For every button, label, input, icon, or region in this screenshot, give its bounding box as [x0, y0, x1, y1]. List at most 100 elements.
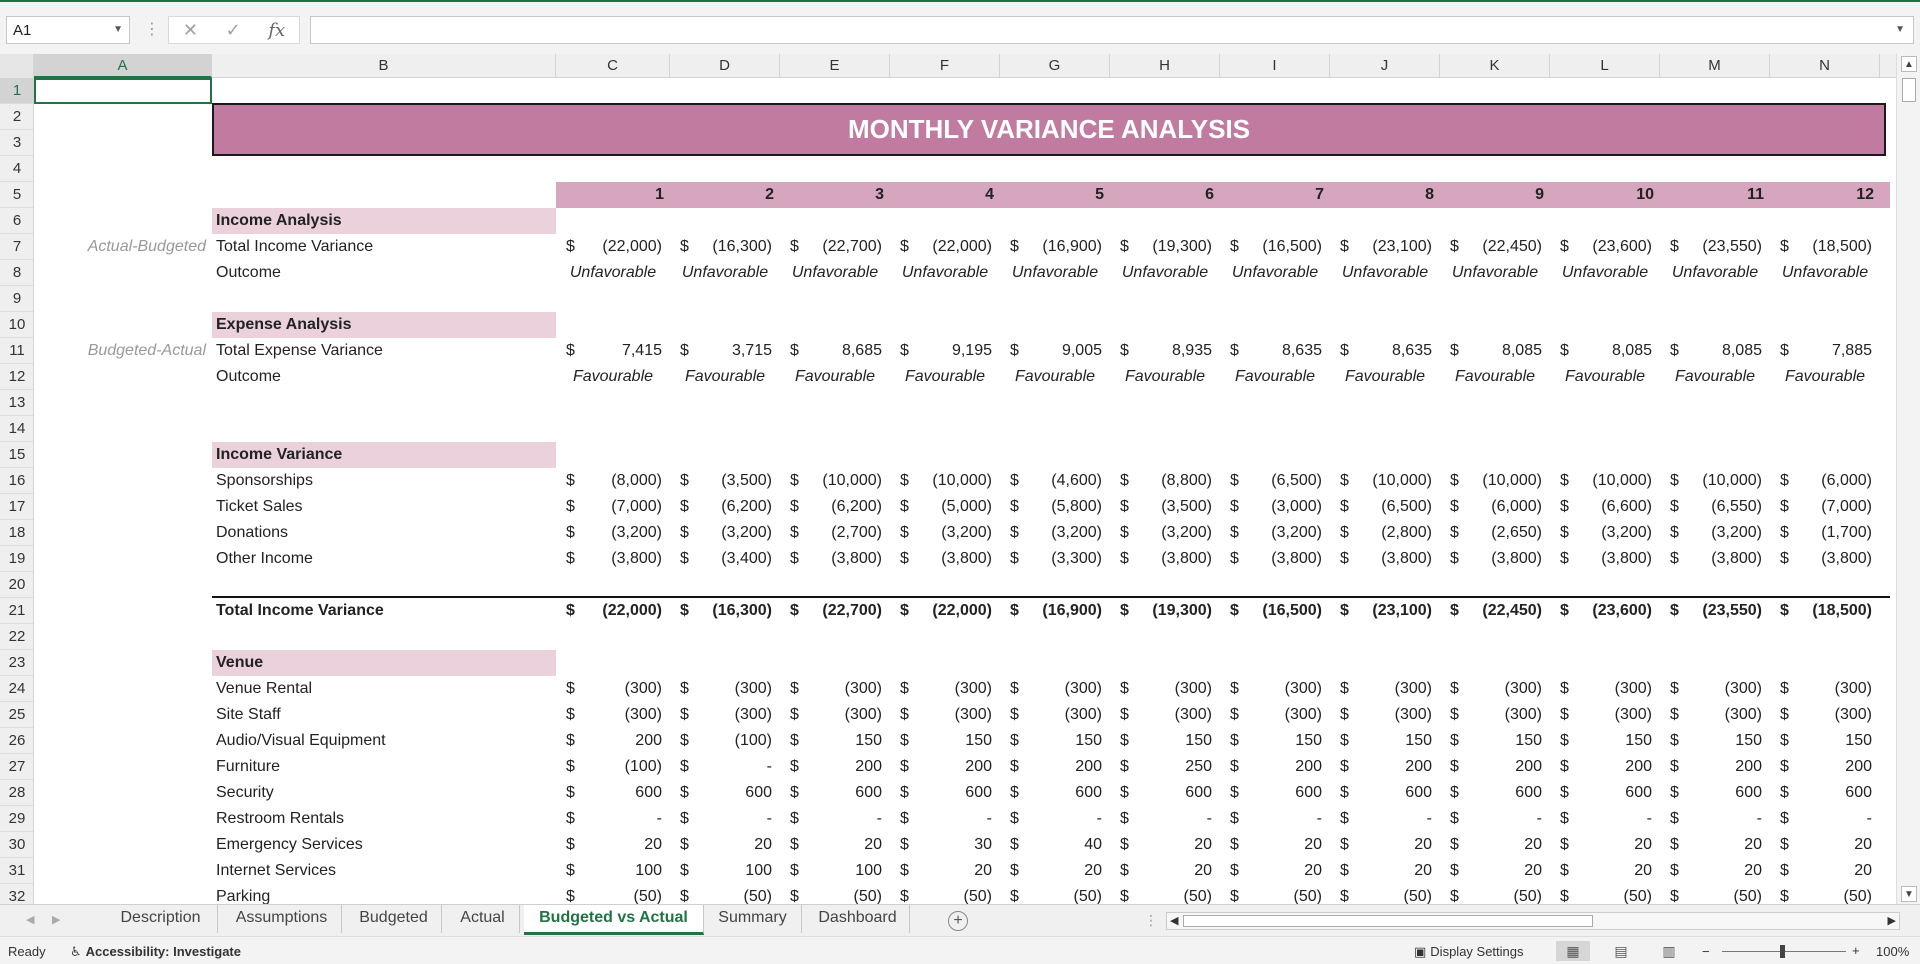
worksheet-grid[interactable]: MONTHLY VARIANCE ANALYSIS 1 2 3 4 5 6 7 8 9 10 11 1… [34, 78, 1890, 904]
display-settings-button[interactable]: ▣ Display Settings [1414, 944, 1524, 960]
row-header-19[interactable]: 19 [0, 546, 33, 572]
zoom-slider-thumb[interactable] [1780, 945, 1785, 958]
vertical-scrollbar[interactable]: ▲ ▼ [1896, 54, 1920, 906]
row-header-6[interactable]: 6 [0, 208, 33, 234]
zoom-out-icon[interactable]: − [1702, 944, 1710, 959]
scroll-left-icon[interactable]: ◀ [1170, 915, 1179, 927]
month-header: 5 [1095, 186, 1104, 203]
add-sheet-icon[interactable]: + [948, 911, 968, 931]
row-header-9[interactable]: 9 [0, 286, 33, 312]
page-break-preview-icon[interactable]: ▥ [1662, 943, 1676, 959]
column-header-g[interactable]: G [1000, 54, 1110, 78]
column-header-m[interactable]: M [1660, 54, 1770, 78]
value-cell: 8,085 [1501, 342, 1542, 359]
row-header-3[interactable]: 3 [0, 130, 33, 156]
row-header-16[interactable]: 16 [0, 468, 33, 494]
value-cell: (23,100) [1372, 238, 1432, 255]
currency-symbol: $ [900, 342, 909, 359]
row-header-27[interactable]: 27 [0, 754, 33, 780]
row-header-15[interactable]: 15 [0, 442, 33, 468]
horizontal-scrollbar[interactable]: ◀ ▶ [1166, 912, 1900, 930]
row-header-30[interactable]: 30 [0, 832, 33, 858]
scroll-right-icon[interactable]: ▶ [1887, 915, 1896, 927]
row-header-13[interactable]: 13 [0, 390, 33, 416]
row-header-25[interactable]: 25 [0, 702, 33, 728]
value-cell: (2,650) [1491, 524, 1542, 541]
select-all-corner[interactable] [0, 54, 34, 78]
currency-symbol: $ [1560, 472, 1569, 489]
horizontal-scroll-thumb[interactable] [1183, 915, 1593, 927]
row-header-2[interactable]: 2 [0, 104, 33, 130]
outcome-cell: Favourable [1454, 368, 1536, 385]
sheet-tab[interactable]: Assumptions [222, 905, 342, 933]
row-header-1[interactable]: 1 [0, 78, 33, 104]
column-header-h[interactable]: H [1110, 54, 1220, 78]
selected-cell-a1[interactable] [34, 78, 212, 104]
row-header-31[interactable]: 31 [0, 858, 33, 884]
column-header-i[interactable]: I [1220, 54, 1330, 78]
currency-symbol: $ [1670, 498, 1679, 515]
row-header-21[interactable]: 21 [0, 598, 33, 624]
vertical-scroll-thumb[interactable] [1902, 78, 1916, 102]
row-header-20[interactable]: 20 [0, 572, 33, 598]
row-header-8[interactable]: 8 [0, 260, 33, 286]
sheet-tab[interactable]: Description [104, 905, 218, 933]
row-header-5[interactable]: 5 [0, 182, 33, 208]
column-header-c[interactable]: C [556, 54, 670, 78]
row-header-17[interactable]: 17 [0, 494, 33, 520]
column-header-k[interactable]: K [1440, 54, 1550, 78]
row-header-29[interactable]: 29 [0, 806, 33, 832]
row-header-28[interactable]: 28 [0, 780, 33, 806]
sheet-tab[interactable]: Summary [704, 905, 802, 933]
accessibility-status[interactable]: ♿ Accessibility: Investigate [70, 944, 241, 960]
zoom-level[interactable]: 100% [1876, 944, 1910, 959]
cancel-icon[interactable]: ✕ [182, 19, 198, 40]
column-header-n[interactable]: N [1770, 54, 1880, 78]
value-cell: 20 [1854, 862, 1872, 879]
normal-view-icon[interactable]: ▦ [1556, 941, 1590, 961]
row-header-26[interactable]: 26 [0, 728, 33, 754]
scroll-up-icon[interactable]: ▲ [1901, 56, 1917, 72]
insert-function-icon[interactable]: fx [268, 19, 286, 41]
column-header-a[interactable]: A [34, 54, 212, 78]
enter-icon[interactable]: ✓ [225, 19, 241, 40]
row-header-7[interactable]: 7 [0, 234, 33, 260]
sheet-tab[interactable]: Budgeted vs Actual [524, 905, 704, 935]
tab-splitter-icon[interactable]: ⋮ [1144, 912, 1158, 928]
currency-symbol: $ [1450, 550, 1459, 567]
row-header-23[interactable]: 23 [0, 650, 33, 676]
next-sheet-icon[interactable]: ▶ [52, 914, 61, 926]
row-header-32[interactable]: 32 [0, 884, 33, 904]
column-header-l[interactable]: L [1550, 54, 1660, 78]
value-cell: (300) [954, 706, 992, 723]
row-header-14[interactable]: 14 [0, 416, 33, 442]
display-icon: ▣ [1414, 944, 1427, 959]
row-header-11[interactable]: 11 [0, 338, 33, 364]
column-header-j[interactable]: J [1330, 54, 1440, 78]
row-header-24[interactable]: 24 [0, 676, 33, 702]
currency-symbol: $ [1340, 706, 1349, 723]
expand-formula-icon[interactable]: ▼ [1895, 24, 1905, 35]
sheet-tab[interactable]: Dashboard [806, 905, 910, 933]
page-layout-icon[interactable]: ▤ [1614, 943, 1628, 959]
column-header-f[interactable]: F [890, 54, 1000, 78]
scroll-down-icon[interactable]: ▼ [1901, 886, 1917, 902]
row-header-12[interactable]: 12 [0, 364, 33, 390]
currency-symbol: $ [566, 680, 575, 697]
sheet-tab[interactable]: Budgeted [346, 905, 442, 933]
row-header-4[interactable]: 4 [0, 156, 33, 182]
zoom-in-icon[interactable]: + [1852, 943, 1860, 958]
column-header-d[interactable]: D [670, 54, 780, 78]
sheet-tab[interactable]: Actual [446, 905, 520, 933]
chevron-down-icon[interactable]: ▼ [113, 24, 123, 35]
currency-symbol: $ [900, 706, 909, 723]
prev-sheet-icon[interactable]: ◀ [26, 914, 35, 926]
column-header-b[interactable]: B [212, 54, 556, 78]
formula-input[interactable]: ▼ [310, 16, 1914, 44]
currency-symbol: $ [1780, 472, 1789, 489]
name-box[interactable]: A1 ▼ [6, 16, 130, 44]
row-header-22[interactable]: 22 [0, 624, 33, 650]
row-header-10[interactable]: 10 [0, 312, 33, 338]
column-header-e[interactable]: E [780, 54, 890, 78]
row-header-18[interactable]: 18 [0, 520, 33, 546]
